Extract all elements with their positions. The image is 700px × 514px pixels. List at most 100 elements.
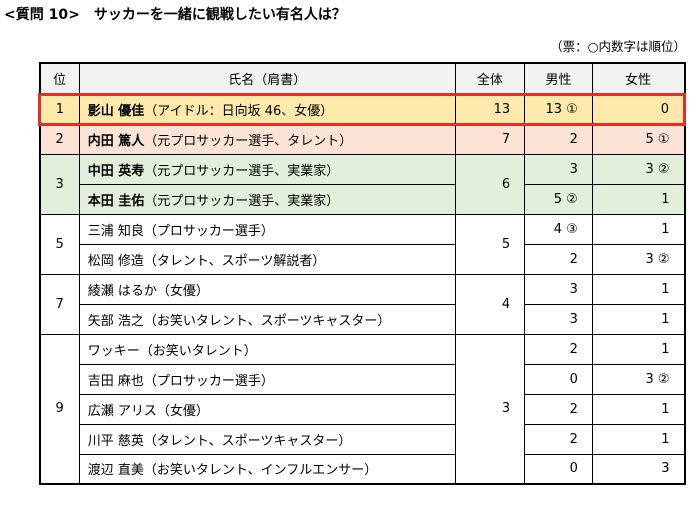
header-cell: 女性 (591, 62, 686, 95)
person-role: （アイドル：日向坂 46、女優） (144, 103, 334, 119)
rank-cell: 2 (39, 123, 80, 155)
male-cell: 2 (524, 393, 593, 425)
male-cell: 3 (524, 303, 593, 335)
total-cell: 13 (454, 92, 526, 126)
male-cell: 2 (524, 243, 593, 275)
female-cell: 3 ② (591, 243, 686, 275)
title: <質問 10> サッカーを一緒に観戦したい有名人は？ (4, 7, 346, 23)
male-cell: 13 ① (524, 92, 593, 126)
female-cell: 3 ② (591, 153, 686, 185)
header-row: 位氏名（肩書） 全体 男性 女性 (39, 62, 686, 95)
person-role: （元プロサッカー選手、タレント） (144, 134, 353, 149)
table-row: 渡辺 直美（お笑いタレント、インフルエンサー） 0 3 (40, 453, 686, 485)
person-role: （お笑いタレント、スポーツキャスター） (143, 313, 391, 329)
table-row: 7 綾瀬 はるか（女優） 4 3 1 (39, 273, 686, 335)
header-cell: 位 (39, 62, 80, 95)
total-cell: 6 (454, 153, 526, 215)
person-role: （元プロサッカー選手、実業家） (144, 163, 340, 179)
female-cell: 1 (591, 393, 686, 425)
person-role: （お笑いタレント） (139, 343, 257, 359)
male-cell: 2 (524, 333, 593, 365)
person-name: 広瀬 アリス (87, 403, 157, 419)
rank-cell: 7 (39, 273, 80, 335)
female-cell: 5 ① (591, 123, 686, 155)
total-cell: 4 (454, 273, 526, 335)
name-cell: 三浦 知良（プロサッカー選手） (78, 213, 456, 245)
rank-cell: 9 (39, 333, 80, 485)
male-cell: 5 ② (524, 183, 593, 215)
person-role: （女優） (156, 283, 209, 299)
person-name: 影山 優佳 (87, 103, 145, 119)
name-cell: 影山 優佳（アイドル：日向坂 46、女優） (78, 92, 456, 126)
person-role: （元プロサッカー選手、実業家） (144, 193, 340, 209)
total-cell: 5 (454, 213, 526, 275)
total-cell: 3 (454, 333, 526, 485)
female-cell: 1 (591, 333, 686, 365)
note: （票：○内数字は順位） (550, 39, 686, 54)
rank-cell: 1 (38, 92, 80, 126)
header-cell: 全体 (454, 62, 526, 95)
female-cell: 3 (591, 453, 686, 485)
person-role: （女優） (156, 403, 209, 419)
table-row: 3 中田 英寿（元プロサッカー選手、実業家） 6 3 3 ② (39, 153, 686, 215)
male-cell: 2 (524, 123, 593, 155)
person-name: 三浦 知良 (87, 223, 144, 239)
person-name: 渡辺 直美 (87, 463, 144, 479)
female-cell: 3 ② (591, 363, 686, 395)
person-name: ワッキー (87, 343, 140, 359)
person-role: （お笑いタレント、インフルエンサー） (143, 463, 378, 479)
rank-cell: 3 (39, 153, 80, 215)
person-role: （タレント、スポーツキャスター） (143, 433, 352, 449)
male-cell: 0 (524, 363, 593, 395)
female-cell: 1 (591, 303, 686, 335)
ranking-table: 位氏名（肩書） 全体 男性 女性 1 影山 優佳（アイドル：日向坂 46、女優） 13 13… (38, 62, 687, 485)
table-row: 9 ワッキー（お笑いタレント） 3 2 1 (39, 333, 686, 485)
person-role: （タレント、スポーツ解説者） (143, 253, 326, 269)
female-cell: 1 (591, 213, 686, 245)
table-row: 吉田 麻也（プロサッカー選手） 0 3 ② (40, 363, 686, 395)
person-name: 吉田 麻也 (87, 373, 144, 389)
female-cell: 1 (591, 423, 686, 455)
table-row: 2 内田 篤人（元プロサッカー選手、タレント） 7 2 5 ① (39, 123, 686, 155)
person-role: （プロサッカー選手） (143, 373, 274, 389)
header-cell: 氏名（肩書） (78, 62, 456, 95)
name-cell: ワッキー（お笑いタレント） (78, 333, 456, 365)
female-cell: 1 (591, 273, 686, 305)
female-cell: 1 (591, 183, 686, 215)
name-cell: 中田 英寿（元プロサッカー選手、実業家） (78, 153, 456, 185)
male-cell: 4 ③ (524, 213, 593, 245)
name-cell: 矢部 浩之（お笑いタレント、スポーツキャスター） (78, 303, 456, 335)
male-cell: 3 (524, 273, 593, 305)
name-cell: 松岡 修造（タレント、スポーツ解説者） (78, 243, 456, 275)
name-cell: 広瀬 アリス（女優） (78, 393, 456, 425)
person-name: 矢部 浩之 (87, 313, 144, 329)
male-cell: 3 (524, 153, 593, 185)
header-cell: 男性 (524, 62, 593, 95)
person-role: （プロサッカー選手） (143, 223, 274, 239)
person-name: 内田 篤人 (87, 134, 145, 149)
person-name: 綾瀬 はるか (87, 283, 157, 299)
name-cell: 綾瀬 はるか（女優） (78, 273, 456, 305)
name-cell: 内田 篤人（元プロサッカー選手、タレント） (78, 123, 456, 155)
rank-cell: 5 (39, 213, 80, 275)
name-cell: 本田 圭佑（元プロサッカー選手、実業家） (78, 183, 456, 215)
person-name: 川平 慈英 (87, 433, 144, 449)
table-row: 広瀬 アリス（女優） 2 1 (40, 393, 686, 425)
male-cell: 0 (524, 453, 593, 485)
name-cell: 渡辺 直美（お笑いタレント、インフルエンサー） (78, 453, 456, 485)
table-row: 矢部 浩之（お笑いタレント、スポーツキャスター） 3 1 (40, 303, 686, 335)
name-cell: 吉田 麻也（プロサッカー選手） (78, 363, 456, 395)
table-row: 松岡 修造（タレント、スポーツ解説者） 2 3 ② (40, 243, 686, 275)
person-name: 松岡 修造 (87, 253, 144, 269)
female-cell: 0 (591, 92, 687, 126)
table-row: 川平 慈英（タレント、スポーツキャスター） 2 1 (40, 423, 686, 455)
total-cell: 7 (454, 123, 526, 155)
person-name: 本田 圭佑 (87, 193, 145, 209)
name-cell: 川平 慈英（タレント、スポーツキャスター） (78, 423, 456, 455)
person-name: 中田 英寿 (87, 163, 145, 179)
male-cell: 2 (524, 423, 593, 455)
